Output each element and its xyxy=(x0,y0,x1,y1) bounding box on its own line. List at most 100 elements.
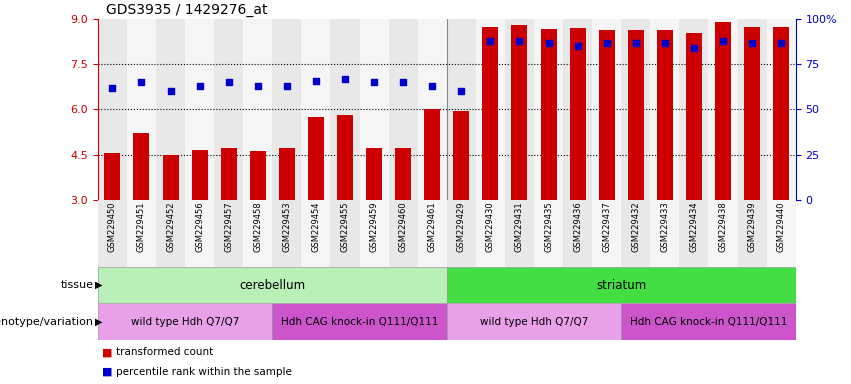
Bar xyxy=(621,19,650,200)
Bar xyxy=(186,200,214,267)
Bar xyxy=(98,200,127,267)
Bar xyxy=(599,30,614,200)
Point xyxy=(134,79,148,86)
Text: ■: ■ xyxy=(102,347,112,357)
Bar xyxy=(592,200,621,267)
Text: GSM229437: GSM229437 xyxy=(603,201,611,252)
Text: GSM229456: GSM229456 xyxy=(195,201,204,252)
Bar xyxy=(359,200,389,267)
Bar xyxy=(767,200,796,267)
Bar xyxy=(243,200,272,267)
Point xyxy=(774,40,788,46)
Bar xyxy=(476,200,505,267)
Bar xyxy=(563,19,592,200)
Point xyxy=(600,40,614,46)
Bar xyxy=(389,200,418,267)
Text: GSM229457: GSM229457 xyxy=(224,201,233,252)
Text: GSM229458: GSM229458 xyxy=(254,201,262,252)
Point xyxy=(542,40,556,46)
Bar xyxy=(650,19,679,200)
Text: tissue: tissue xyxy=(60,280,94,290)
Bar xyxy=(186,19,214,200)
Bar xyxy=(621,303,796,340)
Text: GDS3935 / 1429276_at: GDS3935 / 1429276_at xyxy=(106,3,268,17)
Bar xyxy=(279,148,294,200)
Bar xyxy=(767,19,796,200)
Text: GSM229429: GSM229429 xyxy=(457,201,465,252)
Text: GSM229438: GSM229438 xyxy=(718,201,728,252)
Point xyxy=(687,45,700,51)
Point xyxy=(397,79,410,86)
Bar xyxy=(395,147,411,200)
Text: wild type Hdh Q7/Q7: wild type Hdh Q7/Q7 xyxy=(131,316,239,327)
Point xyxy=(658,40,671,46)
Bar xyxy=(301,200,330,267)
Bar xyxy=(534,19,563,200)
Text: GSM229431: GSM229431 xyxy=(515,201,524,252)
Bar xyxy=(592,19,621,200)
Text: GSM229432: GSM229432 xyxy=(631,201,640,252)
Text: wild type Hdh Q7/Q7: wild type Hdh Q7/Q7 xyxy=(480,316,588,327)
Bar xyxy=(505,200,534,267)
Text: GSM229459: GSM229459 xyxy=(369,201,379,252)
Bar xyxy=(569,28,585,200)
Bar xyxy=(709,200,738,267)
Bar xyxy=(156,200,186,267)
Bar xyxy=(98,267,447,303)
Point xyxy=(426,83,439,89)
Bar xyxy=(650,200,679,267)
Text: transformed count: transformed count xyxy=(116,347,213,357)
Text: GSM229439: GSM229439 xyxy=(747,201,757,252)
Text: percentile rank within the sample: percentile rank within the sample xyxy=(116,367,292,377)
Bar xyxy=(418,19,447,200)
Point xyxy=(717,38,730,44)
Text: Hdh CAG knock-in Q111/Q111: Hdh CAG knock-in Q111/Q111 xyxy=(281,316,438,327)
Bar xyxy=(744,27,760,200)
Point xyxy=(309,78,323,84)
Bar xyxy=(483,27,499,200)
Text: ▶: ▶ xyxy=(95,280,103,290)
Bar xyxy=(628,30,643,200)
Bar xyxy=(243,19,272,200)
Text: Hdh CAG knock-in Q111/Q111: Hdh CAG knock-in Q111/Q111 xyxy=(630,316,787,327)
Bar xyxy=(301,19,330,200)
Bar xyxy=(715,22,731,200)
Point xyxy=(222,79,236,86)
Text: GSM229454: GSM229454 xyxy=(311,201,321,252)
Bar xyxy=(359,19,389,200)
Point xyxy=(454,88,468,94)
Bar xyxy=(105,153,120,200)
Text: GSM229460: GSM229460 xyxy=(398,201,408,252)
Bar xyxy=(134,133,150,200)
Bar xyxy=(738,19,767,200)
Point xyxy=(571,43,585,50)
Bar xyxy=(709,19,738,200)
Text: cerebellum: cerebellum xyxy=(239,279,306,291)
Bar xyxy=(127,200,156,267)
Bar xyxy=(447,19,476,200)
Bar xyxy=(679,19,708,200)
Point xyxy=(338,76,351,82)
Bar xyxy=(272,19,301,200)
Bar xyxy=(454,111,469,200)
Text: GSM229440: GSM229440 xyxy=(777,201,785,252)
Point xyxy=(745,40,759,46)
Point xyxy=(483,38,497,44)
Bar xyxy=(156,19,186,200)
Bar xyxy=(272,303,447,340)
Bar xyxy=(337,115,353,200)
Text: ■: ■ xyxy=(102,367,112,377)
Text: GSM229453: GSM229453 xyxy=(283,201,291,252)
Text: GSM229461: GSM229461 xyxy=(428,201,437,252)
Bar xyxy=(476,19,505,200)
Text: GSM229436: GSM229436 xyxy=(573,201,582,252)
Bar xyxy=(425,109,440,200)
Text: GSM229450: GSM229450 xyxy=(108,201,117,252)
Bar xyxy=(98,303,272,340)
Bar xyxy=(250,151,266,200)
Point xyxy=(251,83,265,89)
Text: ▶: ▶ xyxy=(95,316,103,327)
Bar xyxy=(774,27,789,200)
Text: genotype/variation: genotype/variation xyxy=(0,316,94,327)
Point xyxy=(512,38,526,44)
